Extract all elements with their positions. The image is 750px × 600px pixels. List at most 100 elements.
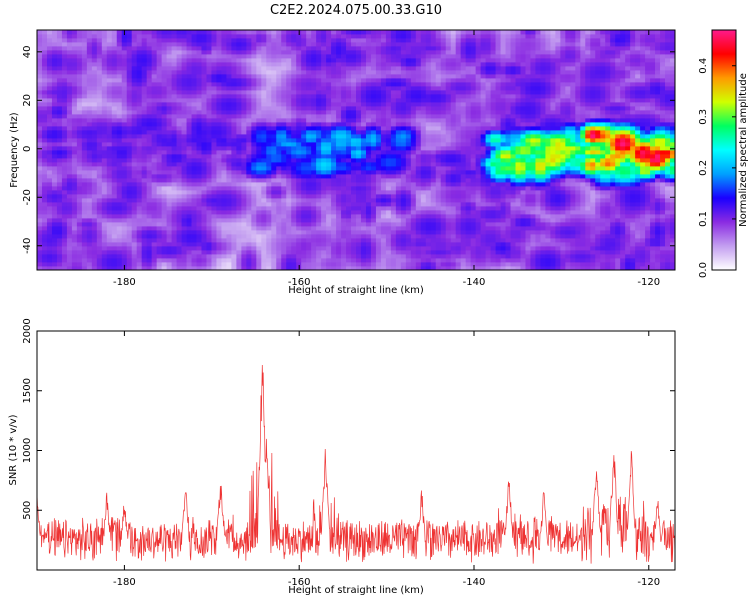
heatmap-cell (545, 222, 551, 227)
heatmap-cell (226, 226, 232, 231)
heatmap-cell (420, 214, 427, 219)
heatmap-cell (455, 226, 462, 231)
heatmap-cell (37, 138, 43, 143)
heatmap-cell (216, 242, 222, 247)
heatmap-cell (590, 178, 596, 183)
heatmap-cell (301, 122, 307, 127)
heatmap-cell (301, 222, 307, 227)
heatmap-cell (291, 118, 297, 123)
heatmap-cell (186, 246, 192, 251)
heatmap-cell (61, 130, 68, 135)
heatmap-cell (246, 266, 252, 271)
heatmap-cell (425, 186, 432, 191)
heatmap-cell (181, 258, 187, 263)
heatmap-cell (41, 150, 48, 155)
heatmap-cell (196, 234, 202, 239)
heatmap-cell (585, 226, 591, 231)
heatmap-cell (151, 150, 158, 155)
heatmap-cell (231, 214, 237, 219)
heatmap-cell (191, 206, 197, 211)
heatmap-cell (46, 230, 53, 235)
heatmap-cell (495, 130, 501, 135)
heatmap-cell (400, 186, 407, 191)
heatmap-cell (241, 250, 247, 255)
heatmap-cell (201, 178, 207, 183)
heatmap-cell (346, 266, 352, 271)
heatmap-cell (660, 122, 666, 127)
heatmap-cell (351, 238, 357, 243)
heatmap-cell (610, 198, 616, 203)
heatmap-cell (61, 234, 68, 239)
heatmap-cell (141, 254, 148, 259)
heatmap-cell (291, 246, 297, 251)
heatmap-cell (440, 222, 447, 227)
heatmap-cell (445, 234, 452, 239)
heatmap-cell (341, 218, 347, 223)
heatmap-cell (670, 210, 676, 215)
heatmap-cell (555, 158, 561, 163)
heatmap-cell (296, 246, 302, 251)
heatmap-cell (495, 126, 501, 131)
heatmap-cell (126, 126, 133, 131)
heatmap-cell (136, 166, 143, 171)
heatmap-cell (595, 230, 601, 235)
heatmap-cell (191, 166, 197, 171)
heatmap-cell (615, 198, 621, 203)
heatmap-cell (116, 242, 123, 247)
heatmap-cell (375, 206, 382, 211)
heatmap-cell (565, 254, 571, 259)
heatmap-cell (635, 126, 641, 131)
heatmap-cell (341, 266, 347, 271)
heatmap-cell (201, 194, 207, 199)
heatmap-cell (450, 250, 457, 255)
heatmap-cell (425, 126, 432, 131)
heatmap-cell (276, 150, 282, 155)
heatmap-cell (81, 202, 88, 207)
heatmap-cell (151, 178, 158, 183)
heatmap-cell (550, 178, 556, 183)
heatmap-cell (390, 262, 397, 267)
heatmap-cell (271, 238, 277, 243)
heatmap-cell (380, 134, 387, 139)
heatmap-cell (71, 222, 78, 227)
heatmap-cell (400, 202, 407, 207)
heatmap-cell (500, 146, 506, 151)
heatmap-cell (356, 222, 362, 227)
heatmap-cell (465, 202, 472, 207)
heatmap-cell (346, 190, 352, 195)
heatmap-cell (380, 118, 387, 123)
heatmap-cell (535, 230, 541, 235)
heatmap-cell (336, 170, 342, 175)
heatmap-cell (281, 178, 287, 183)
heatmap-cell (171, 262, 177, 267)
heatmap-cell (321, 146, 327, 151)
heatmap-cell (590, 238, 596, 243)
heatmap-cell (146, 186, 153, 191)
heatmap-cell (191, 258, 197, 263)
heatmap-cell (555, 114, 561, 119)
heatmap-cell (221, 162, 227, 167)
heatmap-cell (131, 158, 138, 163)
heatmap-cell (71, 262, 78, 267)
heatmap-cell (665, 182, 671, 187)
heatmap-cell (206, 138, 212, 143)
heatmap-cell (181, 262, 187, 267)
heatmap-cell (111, 174, 118, 179)
heatmap-cell (316, 202, 322, 207)
heatmap-cell (395, 170, 402, 175)
heatmap-cell (385, 250, 392, 255)
heatmap-cell (660, 174, 666, 179)
heatmap-cell (51, 202, 58, 207)
heatmap-cell (151, 226, 158, 231)
heatmap-cell (91, 202, 98, 207)
heatmap-cell (251, 230, 257, 235)
heatmap-cell (251, 246, 257, 251)
heatmap-cell (96, 214, 103, 219)
heatmap-cell (146, 194, 153, 199)
heatmap-cell (191, 266, 197, 271)
heatmap-cell (615, 250, 621, 255)
heatmap-cell (346, 134, 352, 139)
heatmap-cell (261, 218, 267, 223)
heatmap-cell (665, 234, 671, 239)
heatmap-cell (91, 174, 98, 179)
